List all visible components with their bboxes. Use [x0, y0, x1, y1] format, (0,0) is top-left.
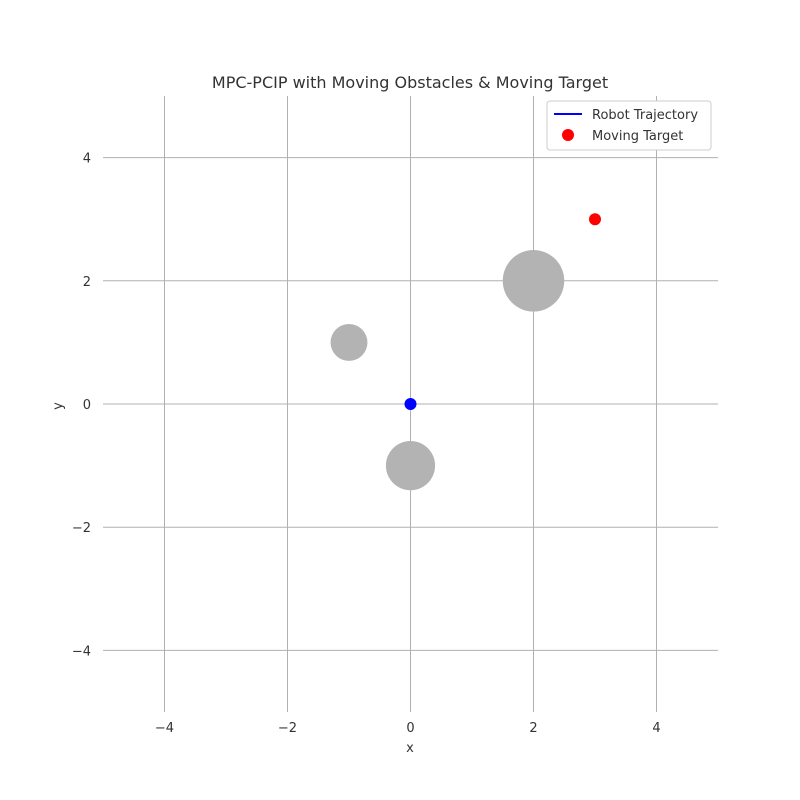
y-tick-label: 2	[83, 275, 91, 290]
legend-moving-target-label: Moving Target	[592, 129, 683, 144]
y-tick-labels: −4 −2 0 2 4	[72, 152, 91, 660]
legend-box	[546, 100, 712, 151]
y-tick-label: 0	[83, 398, 91, 413]
x-tick-label: −4	[155, 721, 174, 736]
robot-position-marker	[404, 398, 417, 410]
legend: Robot Trajectory Moving Target	[546, 100, 712, 151]
legend-robot-trajectory-label: Robot Trajectory	[592, 108, 698, 123]
obstacle-circle	[385, 441, 436, 491]
y-tick-label: −2	[72, 521, 91, 536]
x-axis-label: x	[406, 741, 414, 756]
obstacles	[330, 250, 565, 491]
x-tick-label: 2	[529, 721, 537, 736]
obstacle-circle	[330, 323, 368, 361]
y-tick-label: −4	[72, 644, 91, 659]
obstacle-circle	[502, 250, 565, 312]
moving-target-marker	[589, 213, 601, 226]
y-tick-label: 4	[83, 152, 91, 167]
grid-lines	[103, 96, 718, 712]
markers	[404, 213, 601, 410]
x-tick-label: 0	[406, 721, 414, 736]
x-tick-label: 4	[652, 721, 660, 736]
chart-title: MPC-PCIP with Moving Obstacles & Moving …	[212, 73, 608, 92]
x-tick-labels: −4 −2 0 2 4	[155, 721, 661, 736]
legend-moving-target-marker	[562, 129, 574, 141]
x-tick-label: −2	[278, 721, 297, 736]
y-axis-label: y	[51, 402, 66, 410]
